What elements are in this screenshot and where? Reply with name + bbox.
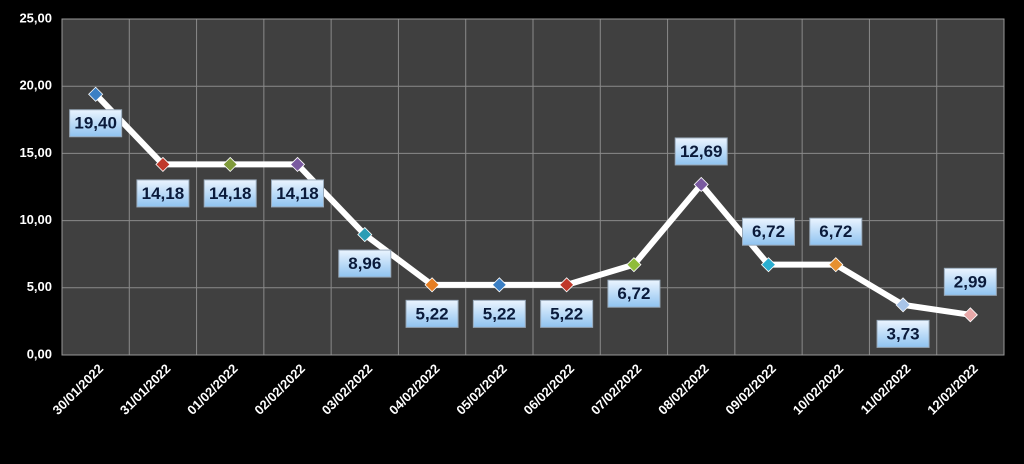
x-tick-label: 03/02/2022: [319, 361, 376, 418]
value-label-box: [809, 217, 863, 246]
value-label: 6,72: [752, 222, 785, 241]
value-label: 8,96: [348, 254, 381, 273]
marker: [760, 257, 777, 273]
value-label: 3,73: [887, 324, 920, 343]
value-label: 14,18: [209, 184, 252, 203]
marker: [222, 156, 238, 172]
line: [93, 92, 971, 318]
x-tick-label: 07/02/2022: [588, 361, 645, 418]
marker: [962, 307, 978, 323]
marker: [626, 257, 642, 273]
y-tick-label: 20,00: [19, 78, 52, 93]
y-tick-label: 15,00: [19, 145, 52, 160]
value-label-box: [674, 137, 728, 166]
value-label-box: [338, 249, 392, 278]
x-tick-label: 01/02/2022: [184, 361, 241, 418]
value-label: 6,72: [617, 284, 650, 303]
x-tick-label: 30/01/2022: [50, 361, 107, 418]
value-label: 14,18: [142, 184, 185, 203]
marker: [155, 156, 171, 172]
x-tick-label: 06/02/2022: [521, 361, 578, 418]
marker: [424, 277, 440, 293]
value-label-box: [742, 217, 795, 246]
x-tick-label: 05/02/2022: [453, 361, 510, 418]
value-label-box: [607, 279, 661, 308]
marker: [693, 176, 709, 193]
x-tick-label: 09/02/2022: [722, 361, 779, 418]
value-label-box: [69, 109, 123, 138]
x-tick-label: 02/02/2022: [251, 361, 308, 418]
y-tick-label: 25,00: [19, 10, 52, 25]
marker: [357, 227, 373, 243]
plot-border: [61, 18, 1005, 356]
marker: [895, 297, 911, 313]
x-tick-label: 11/02/2022: [858, 361, 914, 417]
value-label: 19,40: [74, 114, 117, 133]
value-label: 5,22: [550, 304, 583, 323]
marker: [491, 277, 507, 293]
value-label: 5,22: [416, 304, 449, 323]
marker: [559, 277, 575, 293]
value-label-box: [943, 267, 997, 296]
value-label-box: [472, 299, 526, 328]
marker: [88, 86, 104, 102]
x-tick-label: 31/01/2022: [117, 361, 174, 418]
y-tick-label: 5,00: [27, 279, 52, 294]
value-label-box: [540, 299, 594, 328]
marker: [828, 257, 844, 273]
value-label: 12,69: [680, 142, 723, 161]
x-tick-label: 10/02/2022: [790, 361, 847, 418]
value-label-box: [876, 319, 930, 348]
value-label-box: [203, 179, 257, 208]
x-tick-label: 12/02/2022: [924, 361, 981, 418]
marker: [289, 156, 306, 172]
value-label: 6,72: [819, 222, 852, 241]
value-label-box: [405, 299, 459, 328]
value-label: 5,22: [483, 304, 516, 323]
value-label: 2,99: [954, 272, 987, 291]
y-tick-label: 0,00: [27, 346, 52, 361]
x-tick-label: 08/02/2022: [655, 361, 712, 418]
value-label: 14,18: [276, 184, 319, 203]
value-label-box: [136, 179, 190, 208]
y-tick-label: 10,00: [19, 212, 52, 227]
value-label-box: [271, 179, 324, 208]
x-tick-label: 04/02/2022: [386, 361, 443, 418]
